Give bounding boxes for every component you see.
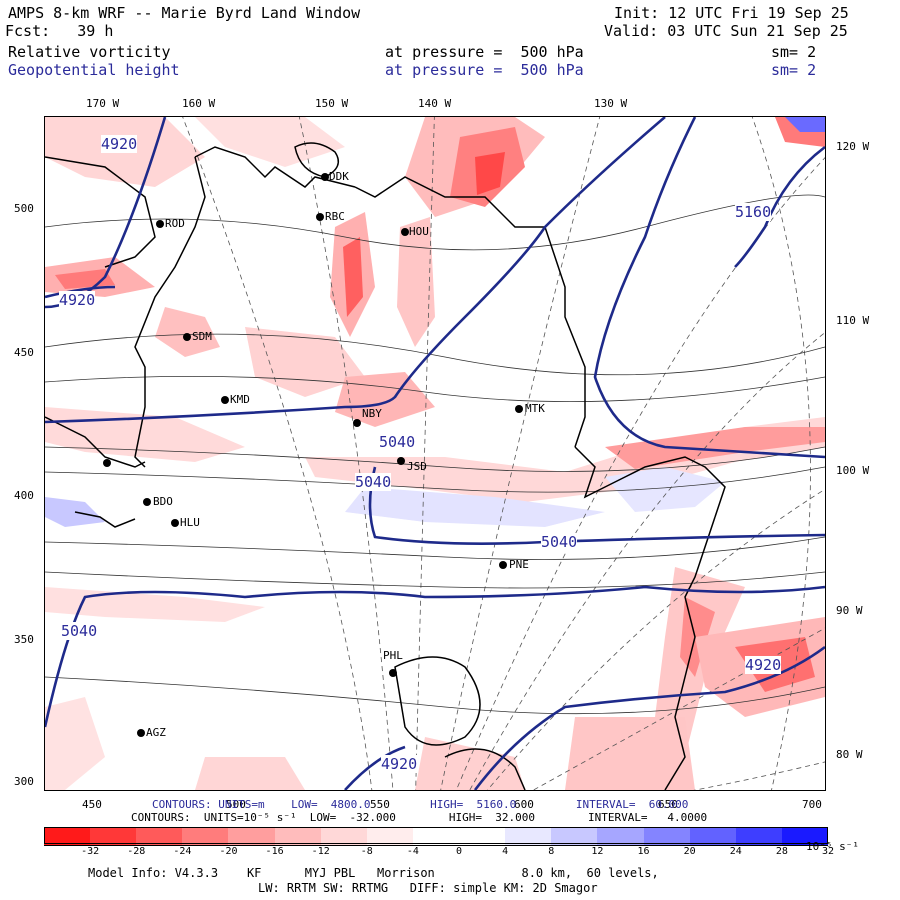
top-lon-label: 130 W: [594, 97, 628, 110]
vorticity-height-map: [45, 117, 825, 790]
colorbar-tick-label: 12: [591, 846, 604, 857]
coastline: [45, 142, 726, 790]
right-lon-label: 120 W: [836, 140, 870, 153]
map-title: AMPS 8-km WRF -- Marie Byrd Land Window: [8, 4, 361, 22]
field1-name: Relative vorticity: [8, 43, 171, 61]
station-label: NBY: [362, 407, 382, 420]
colorbar-tick-label: -12: [311, 846, 330, 857]
height-label: 4920: [59, 291, 96, 309]
height-label: 4920: [101, 135, 138, 153]
colorbar-units: 10⁻⁵ s⁻¹: [806, 840, 859, 853]
colorbar-tick-label: 4: [502, 846, 509, 857]
colorbar-tick-label: 32: [821, 846, 835, 857]
height-contours: [45, 117, 825, 790]
height-label: 5040: [379, 433, 416, 451]
forecast-hour: Fcst: 39 h: [5, 22, 114, 40]
height-label: 5160: [735, 203, 772, 221]
colorbar-tick-label: -8: [360, 846, 373, 857]
left-y-label: 450: [14, 346, 34, 359]
station-label: SDM: [192, 330, 212, 343]
station-label: JSD: [407, 460, 427, 473]
height-contour-info: CONTOURS: UNITS=m LOW= 4800.0 HIGH= 5160…: [152, 798, 689, 811]
colorbar-tick-label: -16: [265, 846, 284, 857]
right-lon-label: 100 W: [836, 464, 870, 477]
colorbar-tick-label: -28: [127, 846, 146, 857]
left-y-label: 500: [14, 202, 34, 215]
station-label: MTK: [525, 402, 545, 415]
top-lon-label: 150 W: [315, 97, 349, 110]
field1-level: at pressure = 500 hPa: [385, 43, 584, 61]
top-lon-label: 160 W: [182, 97, 216, 110]
station-markers: [103, 173, 523, 737]
field2-level: at pressure = 500 hPa: [385, 61, 584, 79]
station-label: PNE: [509, 558, 529, 571]
colorbar-tick-label: 16: [637, 846, 650, 857]
valid-time: Valid: 03 UTC Sun 21 Sep 25: [604, 22, 848, 40]
colorbar-tick-label: 8: [548, 846, 555, 857]
colorbar-tick-label: 24: [729, 846, 742, 857]
top-lon-label: 170 W: [86, 97, 120, 110]
field2-name: Geopotential height: [8, 61, 180, 79]
height-label: 5040: [61, 622, 98, 640]
bottom-x-label: 600: [514, 798, 534, 811]
station-label: KMD: [230, 393, 250, 406]
right-lon-label: 110 W: [836, 314, 870, 327]
station-label: HOU: [409, 225, 429, 238]
station-label: RBC: [325, 210, 345, 223]
bottom-x-label: 550: [370, 798, 390, 811]
station-label: DDK: [329, 170, 349, 183]
vorticity-contours: [45, 194, 825, 715]
vorticity-contour-info: CONTOURS: UNITS=10⁻⁵ s⁻¹ LOW= -32.000 HI…: [131, 811, 708, 824]
station-label: ROD: [165, 217, 185, 230]
height-label: 4920: [745, 656, 782, 674]
field1-smooth: sm= 2: [771, 43, 817, 61]
init-time: Init: 12 UTC Fri 19 Sep 25: [614, 4, 849, 22]
bottom-x-label: 700: [802, 798, 822, 811]
bottom-x-label: 500: [226, 798, 246, 811]
station-label: AGZ: [146, 726, 166, 739]
height-label: 5040: [355, 473, 392, 491]
station-label: HLU: [180, 516, 200, 529]
model-info: Model Info: V4.3.3 KF MYJ PBL Morrison 8…: [88, 866, 659, 880]
left-y-label: 400: [14, 489, 34, 502]
map-panel: DDK RBC HOU ROD SDM KMD NBY MTK JSD BDO …: [44, 116, 826, 791]
colorbar-tick-label: -4: [406, 846, 419, 857]
colorbar-tick-label: 28: [775, 846, 788, 857]
height-label: 5040: [541, 533, 578, 551]
model-physics: LW: RRTM SW: RRTMG DIFF: simple KM: 2D S…: [258, 881, 598, 895]
left-y-label: 300: [14, 775, 34, 788]
station-label: BDO: [153, 495, 173, 508]
bottom-x-label: 450: [82, 798, 102, 811]
colorbar-frame: [44, 827, 828, 844]
colorbar-tick-label: 20: [683, 846, 696, 857]
top-lon-label: 140 W: [418, 97, 452, 110]
right-lon-label: 80 W: [836, 748, 863, 761]
right-lon-label: 90 W: [836, 604, 863, 617]
colorbar-tick-label: -20: [219, 846, 238, 857]
vorticity-shading: [45, 117, 825, 790]
left-y-label: 350: [14, 633, 34, 646]
height-label: 4920: [381, 755, 418, 773]
station-label: PHL: [383, 649, 403, 662]
colorbar-tick-label: -32: [81, 846, 100, 857]
bottom-x-label: 650: [658, 798, 678, 811]
colorbar-tick-label: 0: [456, 846, 463, 857]
colorbar-tick-label: -24: [173, 846, 192, 857]
field2-smooth: sm= 2: [771, 61, 817, 79]
